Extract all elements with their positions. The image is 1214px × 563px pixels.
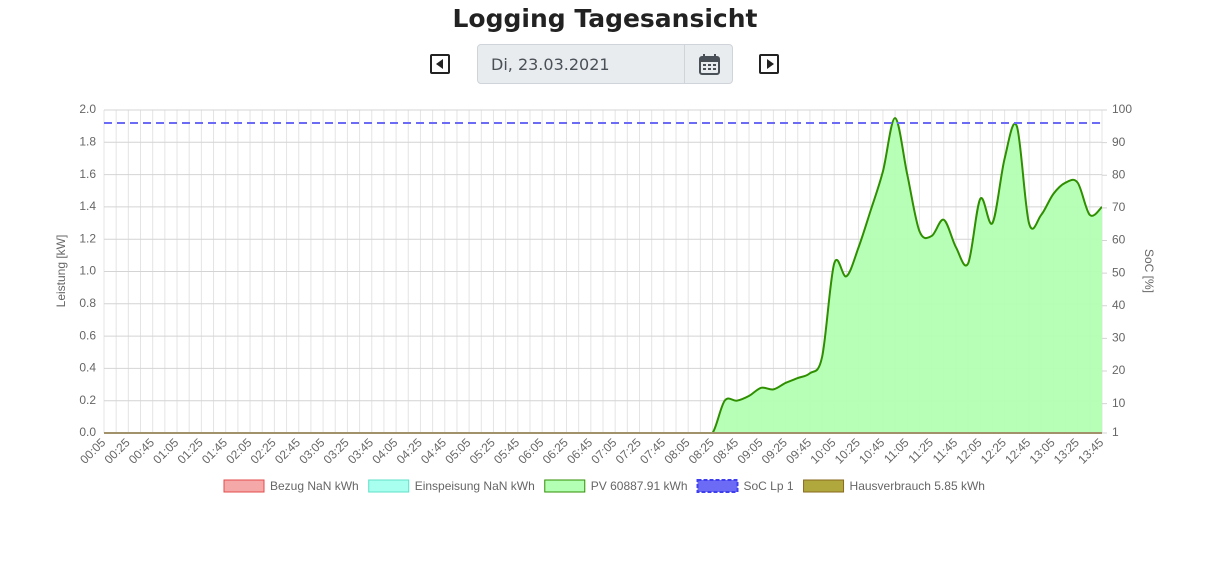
y2-axis-title: SoC [%]: [1142, 249, 1156, 293]
x-tick-label: 06:45: [564, 435, 595, 466]
x-tick-label: 09:45: [783, 435, 814, 466]
x-tick-label: 04:45: [418, 435, 449, 466]
x-tick-label: 10:05: [807, 435, 838, 466]
page-title: Logging Tagesansicht: [452, 4, 758, 33]
y-tick-label: 0.6: [79, 328, 96, 342]
legend-item[interactable]: Bezug NaN kWh: [223, 479, 359, 493]
legend-label: PV 60887.91 kWh: [591, 479, 688, 493]
date-input[interactable]: Di, 23.03.2021: [477, 44, 685, 84]
x-tick-label: 03:45: [345, 435, 376, 466]
x-tick-label: 12:05: [954, 435, 985, 466]
x-tick-label: 07:05: [588, 435, 619, 466]
y2-tick-label: 100: [1112, 102, 1132, 116]
x-tick-label: 09:05: [734, 435, 765, 466]
y-tick-label: 0.4: [79, 361, 96, 375]
y-tick-label: 0.0: [79, 425, 96, 439]
x-tick-label: 07:25: [613, 435, 644, 466]
legend-label: Einspeisung NaN kWh: [415, 479, 535, 493]
x-tick-label: 03:25: [321, 435, 352, 466]
legend-label: Hausverbrauch 5.85 kWh: [850, 479, 985, 493]
y2-tick-label: 1: [1112, 425, 1119, 439]
x-tick-label: 00:05: [77, 435, 108, 466]
x-tick-label: 08:25: [686, 435, 717, 466]
x-tick-label: 01:05: [150, 435, 181, 466]
y-tick-label: 1.4: [79, 199, 96, 213]
x-tick-label: 04:05: [369, 435, 400, 466]
y2-tick-label: 70: [1112, 200, 1126, 214]
x-tick-label: 11:45: [930, 435, 961, 466]
x-tick-label: 12:25: [978, 435, 1009, 466]
x-tick-label: 06:25: [540, 435, 571, 466]
y-tick-label: 1.6: [79, 167, 96, 181]
y2-tick-label: 20: [1112, 363, 1126, 377]
y2-tick-label: 90: [1112, 135, 1126, 149]
x-tick-label: 13:45: [1075, 435, 1106, 466]
x-tick-label: 06:05: [515, 435, 546, 466]
calendar-button[interactable]: [684, 44, 733, 84]
x-tick-label: 11:25: [905, 435, 936, 466]
y-axis-title: Leistung [kW]: [54, 235, 68, 308]
x-tick-label: 13:25: [1051, 435, 1082, 466]
x-tick-label: 07:45: [637, 435, 668, 466]
legend-item[interactable]: Einspeisung NaN kWh: [368, 479, 535, 493]
x-tick-label: 05:45: [491, 435, 522, 466]
y2-tick-label: 30: [1112, 331, 1126, 345]
x-tick-label: 09:25: [759, 435, 790, 466]
prev-day-button[interactable]: [430, 54, 450, 74]
legend-swatch: [803, 479, 845, 493]
x-tick-label: 13:05: [1027, 435, 1058, 466]
x-tick-label: 11:05: [881, 435, 912, 466]
legend-item[interactable]: Hausverbrauch 5.85 kWh: [803, 479, 985, 493]
legend-label: SoC Lp 1: [744, 479, 794, 493]
x-tick-label: 08:05: [661, 435, 692, 466]
legend-item[interactable]: SoC Lp 1: [696, 479, 794, 493]
calendar-icon: [699, 54, 720, 75]
x-tick-label: 10:25: [832, 435, 863, 466]
y2-tick-label: 40: [1112, 298, 1126, 312]
x-tick-label: 10:45: [856, 435, 887, 466]
x-tick-label: 01:25: [175, 435, 206, 466]
x-tick-label: 03:05: [296, 435, 327, 466]
area: [104, 118, 1102, 434]
y2-tick-label: 50: [1112, 265, 1126, 279]
x-tick-label: 04:25: [394, 435, 425, 466]
y-tick-label: 1.2: [79, 231, 96, 245]
y2-tick-label: 10: [1112, 396, 1126, 410]
y2-tick-label: 80: [1112, 167, 1126, 181]
legend-label: Bezug NaN kWh: [270, 479, 359, 493]
x-tick-label: 12:45: [1002, 435, 1033, 466]
legend-swatch: [696, 479, 739, 493]
x-tick-label: 02:45: [272, 435, 303, 466]
x-tick-label: 00:25: [102, 435, 133, 466]
x-tick-label: 05:25: [467, 435, 498, 466]
x-tick-label: 00:45: [126, 435, 157, 466]
y-tick-label: 0.8: [79, 296, 96, 310]
x-tick-label: 05:05: [442, 435, 473, 466]
y-tick-label: 0.2: [79, 393, 96, 407]
legend-swatch: [223, 479, 265, 493]
x-tick-label: 02:25: [248, 435, 279, 466]
y2-tick-label: 60: [1112, 233, 1126, 247]
legend-item[interactable]: PV 60887.91 kWh: [544, 479, 688, 493]
x-tick-label: 02:05: [223, 435, 254, 466]
next-day-button[interactable]: [759, 54, 779, 74]
x-tick-label: 01:45: [199, 435, 230, 466]
legend-swatch: [544, 479, 586, 493]
y-tick-label: 1.8: [79, 134, 96, 148]
y-tick-label: 2.0: [79, 102, 96, 116]
x-tick-label: 08:45: [710, 435, 741, 466]
legend-swatch: [368, 479, 410, 493]
y-tick-label: 1.0: [79, 264, 96, 278]
